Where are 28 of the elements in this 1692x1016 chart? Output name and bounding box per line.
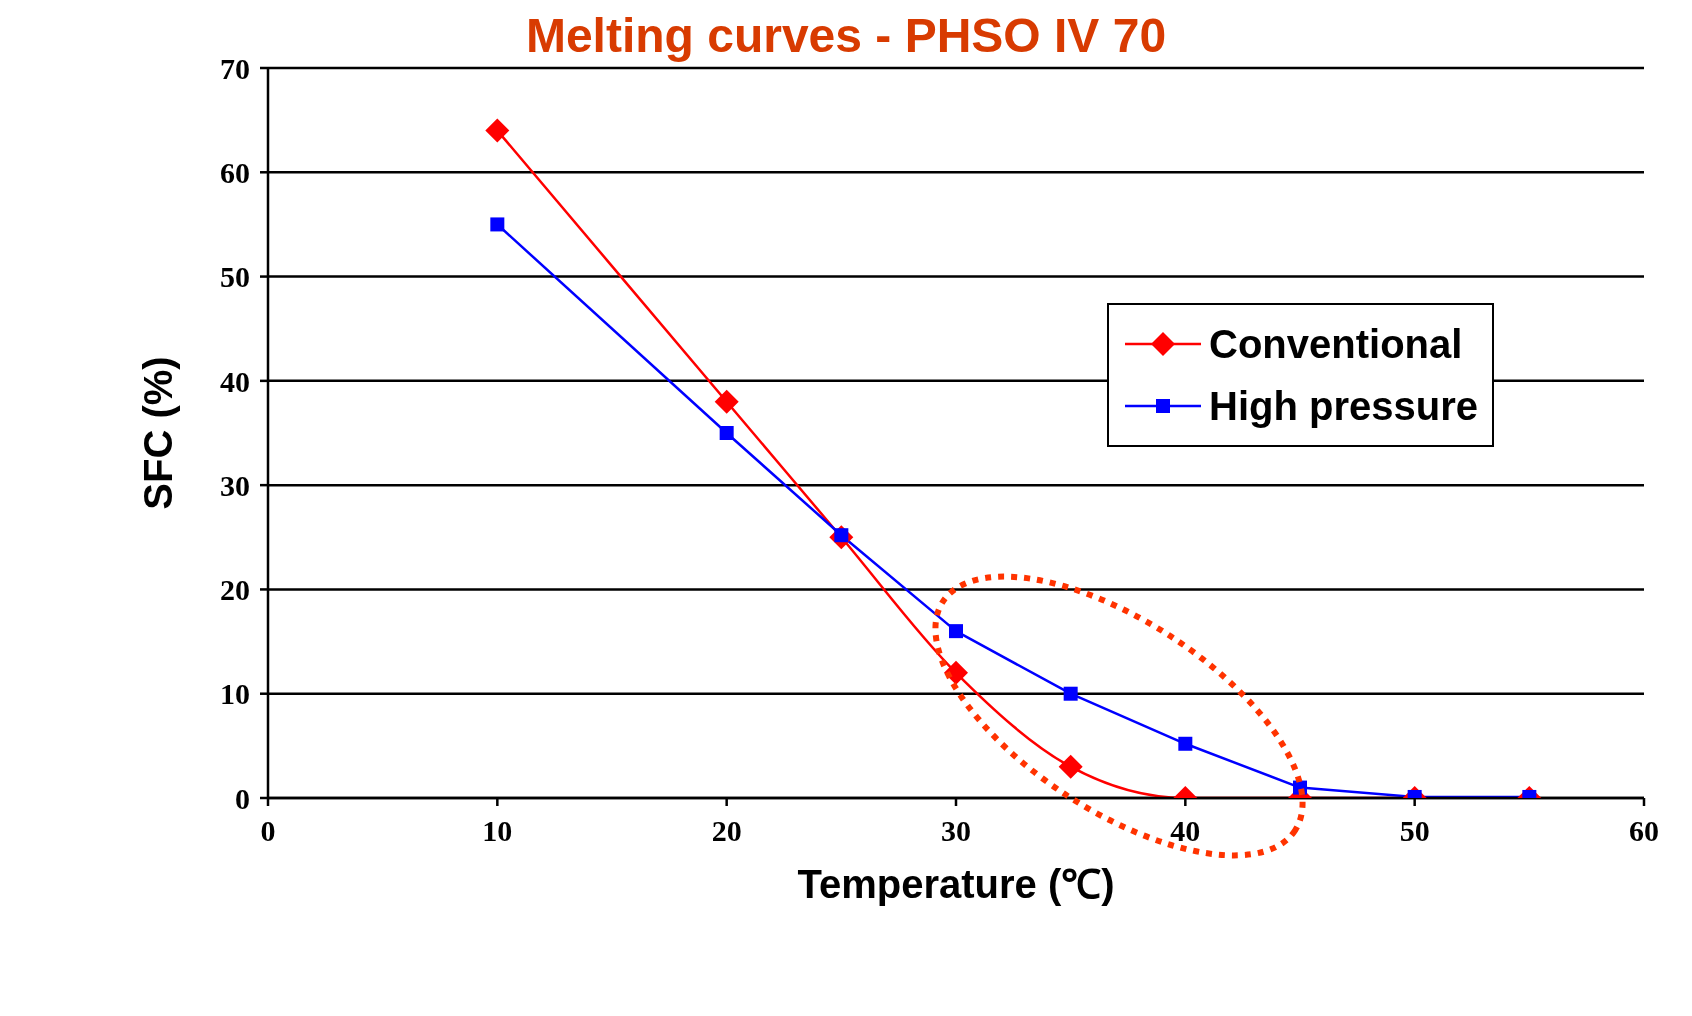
y-tick-label: 10 [220, 677, 250, 711]
x-tick-label: 40 [1170, 814, 1201, 848]
x-tick-label: 0 [260, 814, 276, 848]
point [490, 217, 505, 232]
y-tick-label: 30 [220, 468, 250, 502]
point [1058, 754, 1083, 779]
y-tick-label: 50 [220, 260, 250, 294]
y-tick-label: 40 [220, 364, 250, 398]
y-tick-label: 0 [235, 781, 250, 815]
y-tick-label: 20 [220, 573, 250, 607]
x-tick-label: 60 [1629, 814, 1659, 848]
point [949, 624, 963, 639]
x-tick-label: 50 [1399, 814, 1430, 848]
point [1063, 686, 1078, 701]
x-axis-title: Temperature (℃) [797, 862, 1115, 906]
x-tick-label: 30 [941, 814, 971, 848]
point [485, 118, 510, 143]
y-tick-label: 60 [220, 155, 250, 189]
legend-label: Conventional [1209, 321, 1463, 367]
point [714, 389, 739, 414]
chart-title: Melting curves - PHSO IV 70 [525, 9, 1167, 62]
x-tick-label: 10 [482, 814, 513, 848]
point [1178, 736, 1193, 751]
y-axis-title: SFC (%) [136, 356, 181, 510]
y-tick-label: 70 [220, 51, 250, 85]
legend-label: High pressure [1209, 383, 1478, 429]
point [719, 426, 734, 440]
x-tick-label: 20 [711, 814, 742, 848]
